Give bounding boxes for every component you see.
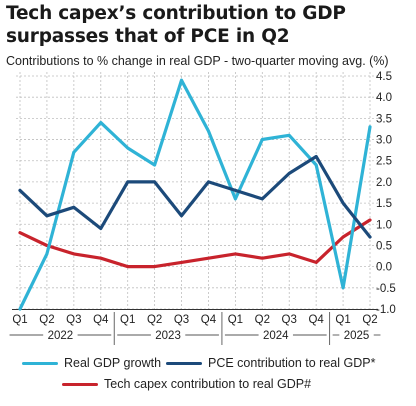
data-point-real-gdp [99, 121, 102, 124]
data-point-pce [341, 201, 345, 205]
data-point-real-gdp [341, 286, 345, 290]
data-point-pce [368, 235, 372, 239]
data-point-tech-capex [207, 256, 210, 260]
data-point-pce [99, 227, 102, 230]
data-point-pce [261, 197, 264, 201]
data-point-pce [288, 172, 291, 175]
y-tick-label: 4.5 [376, 71, 392, 83]
data-point-tech-capex [18, 231, 22, 234]
legend-label-pce: PCE contribution to real GDP* [208, 356, 376, 370]
data-point-tech-capex [234, 252, 237, 256]
data-point-real-gdp [72, 151, 76, 154]
data-point-tech-capex [341, 235, 345, 239]
x-tick-label: Q1 [120, 314, 135, 326]
y-tick-label: 1.5 [376, 198, 392, 210]
data-point-real-gdp [261, 138, 264, 141]
data-point-pce [153, 180, 156, 184]
x-tick-label: Q2 [255, 314, 270, 326]
data-point-tech-capex [99, 256, 102, 260]
chart-title: Tech capex’s contribution to GDP surpass… [6, 3, 346, 47]
chart-subtitle: Contributions to % change in real GDP - … [6, 54, 389, 68]
legend-label-tech-capex: Tech capex contribution to real GDP# [104, 377, 312, 391]
y-tick-label: -1.0 [376, 304, 396, 316]
data-point-tech-capex [180, 261, 183, 264]
x-tick-label: Q2 [39, 314, 54, 326]
y-tick-label: 2.5 [376, 156, 392, 168]
data-point-tech-capex [368, 218, 372, 222]
y-tick-label: 0.0 [376, 262, 392, 274]
x-tick-label: Q4 [93, 314, 109, 326]
x-tick-label: Q2 [362, 314, 377, 326]
y-tick-label: -0.5 [376, 283, 396, 295]
year-label: 2023 [155, 330, 181, 342]
data-point-real-gdp [18, 307, 22, 311]
legend-swatch-real-gdp [22, 361, 58, 365]
data-point-tech-capex [126, 265, 129, 268]
y-tick-label: 2.0 [376, 177, 392, 189]
x-tick-label: Q1 [335, 314, 350, 326]
legend-real-gdp: Real GDP growth [22, 356, 161, 370]
x-tick-label: Q4 [201, 314, 217, 326]
data-point-pce [180, 214, 183, 217]
y-tick-label: 3.0 [376, 135, 392, 147]
data-point-real-gdp [153, 163, 156, 167]
x-tick-label: Q1 [228, 314, 243, 326]
data-point-tech-capex [288, 252, 291, 256]
data-point-tech-capex [72, 252, 76, 256]
legend-pce: PCE contribution to real GDP* [166, 356, 375, 370]
legend-swatch-pce [166, 361, 202, 365]
legend-tech-capex: Tech capex contribution to real GDP# [62, 377, 311, 391]
y-tick-label: 4.0 [376, 92, 392, 104]
data-point-real-gdp [234, 197, 237, 201]
data-point-real-gdp [207, 129, 210, 133]
year-label: 2022 [48, 330, 74, 342]
y-tick-label: 1.0 [376, 219, 392, 231]
data-point-real-gdp [180, 79, 183, 82]
data-point-real-gdp [288, 134, 291, 137]
data-point-pce [126, 180, 129, 184]
series-line-real-gdp [18, 78, 372, 311]
series-line-pce [18, 154, 372, 239]
series-line-tech-capex [18, 218, 372, 269]
x-tick-label: Q4 [308, 314, 324, 326]
year-label: 2025 [344, 330, 370, 342]
x-tick-label: Q2 [147, 314, 162, 326]
legend-swatch-tech-capex [62, 382, 98, 386]
data-point-real-gdp [368, 125, 372, 129]
y-tick-label: 0.5 [376, 240, 392, 252]
data-point-real-gdp [45, 252, 49, 256]
data-point-pce [207, 180, 210, 184]
data-point-tech-capex [314, 261, 318, 264]
data-point-tech-capex [153, 265, 156, 268]
data-point-real-gdp [314, 163, 318, 167]
data-point-tech-capex [261, 256, 264, 260]
data-point-pce [18, 189, 22, 192]
data-point-pce [72, 206, 76, 209]
data-point-pce [234, 189, 237, 192]
data-point-pce [314, 155, 318, 158]
y-tick-label: 3.5 [376, 113, 392, 125]
legend-label-real-gdp: Real GDP growth [64, 356, 162, 370]
x-tick-label: Q1 [12, 314, 27, 326]
x-tick-label: Q3 [174, 314, 189, 326]
data-point-pce [45, 214, 49, 217]
data-point-real-gdp [126, 146, 129, 150]
x-tick-label: Q3 [282, 314, 297, 326]
year-label: 2024 [263, 330, 289, 342]
x-tick-label: Q3 [66, 314, 81, 326]
